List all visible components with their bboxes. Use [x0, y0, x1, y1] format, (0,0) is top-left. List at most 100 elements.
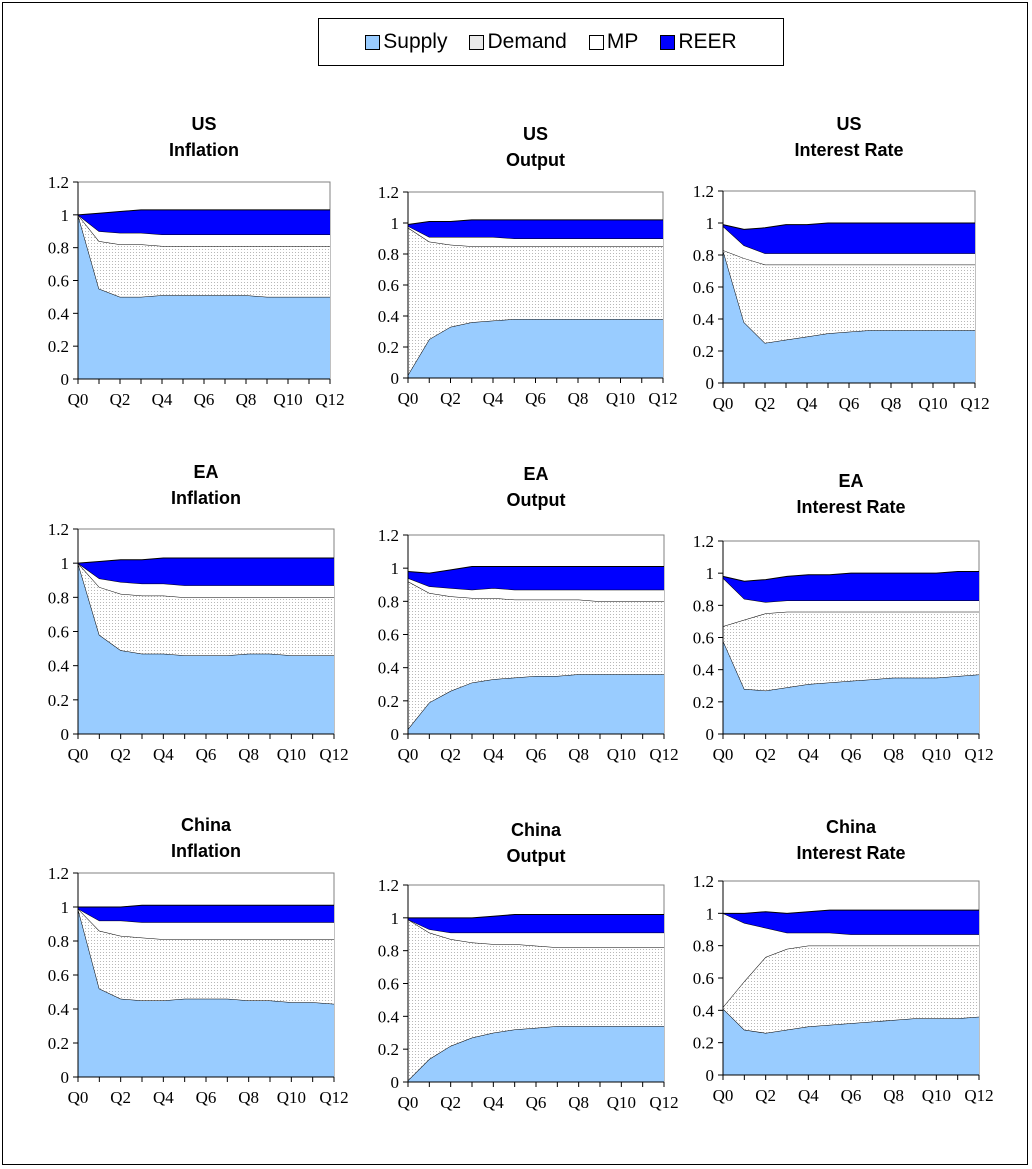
x-tick-label: Q8	[883, 745, 904, 764]
x-tick-label: Q6	[196, 745, 217, 764]
area-mp	[78, 563, 334, 598]
y-tick-label: 0	[61, 370, 70, 389]
area-edge-supply	[722, 1008, 980, 1034]
area-edge-reer	[407, 219, 663, 226]
y-tick-label: 0	[391, 369, 400, 388]
area-supply	[78, 563, 334, 734]
x-tick-label: Q0	[713, 1086, 734, 1105]
area-reer	[723, 223, 975, 254]
area-edge-demand	[722, 249, 975, 266]
chart-svg: 0 0.2 0.4 0.6 0.8 1 1.2 Q0 Q2 Q4 Q6 Q8 Q10 Q12	[48, 173, 345, 409]
area-edge-reer	[77, 557, 334, 564]
x-tick-label: Q12	[960, 394, 989, 413]
x-tick-label: Q6	[196, 1088, 217, 1107]
x-tick-label: Q2	[110, 1088, 131, 1107]
y-tick-label: 0.2	[693, 693, 714, 712]
area-edge-demand	[722, 611, 979, 627]
area-demand	[78, 214, 330, 297]
chart-title-line: Output	[506, 490, 566, 510]
area-reer	[723, 571, 979, 603]
x-tick-label: Q12	[649, 745, 678, 764]
y-tick-label: 0.2	[378, 1040, 399, 1059]
x-tick-label: Q4	[798, 1086, 819, 1105]
area-mp	[78, 214, 330, 247]
x-tick-label: Q0	[398, 1093, 419, 1112]
chart-svg: 0 0.2 0.4 0.6 0.8 1 1.2 Q0 Q2 Q4 Q6 Q8 Q10 Q12	[378, 876, 679, 1112]
chart-title: EA Output	[408, 461, 664, 513]
x-tick-label: Q12	[648, 389, 677, 408]
y-tick-label: 0	[706, 725, 715, 744]
area-supply	[78, 908, 334, 1077]
chart-title-line: China	[510, 820, 561, 840]
area-edge-reer	[78, 904, 334, 908]
y-tick-label: 0.4	[693, 1001, 715, 1020]
chart-title-line: EA	[523, 464, 549, 484]
x-tick-label: Q0	[398, 389, 419, 408]
area-reer	[78, 209, 330, 235]
x-tick-label: Q2	[755, 1086, 776, 1105]
area-supply	[408, 1026, 664, 1082]
x-tick-label: Q0	[68, 390, 89, 409]
chart-svg: 0 0.2 0.4 0.6 0.8 1 1.2 Q0 Q2 Q4 Q6 Q8 Q10 Q12	[48, 520, 349, 764]
y-tick-label: 0.8	[378, 245, 399, 264]
chart-svg: 0 0.2 0.4 0.6 0.8 1 1.2 Q0 Q2 Q4 Q6 Q8 Q10 Q12	[378, 526, 679, 764]
x-tick-label: Q0	[713, 745, 734, 764]
x-tick-label: Q6	[841, 745, 862, 764]
area-demand	[78, 563, 334, 656]
legend-label-mp: MP	[606, 30, 639, 53]
x-tick-label: Q6	[526, 1093, 547, 1112]
y-tick-label: 0	[706, 1066, 715, 1085]
area-edge-reer	[407, 566, 664, 574]
chart-title-line: EA	[838, 471, 864, 491]
legend-label-demand: Demand	[487, 30, 567, 53]
x-tick-label: Q8	[568, 1093, 589, 1112]
chart-svg: 0 0.2 0.4 0.6 0.8 1 1.2 Q0 Q2 Q4 Q6 Q8 Q10 Q12	[693, 182, 990, 413]
x-tick-label: Q6	[194, 390, 215, 409]
y-tick-label: 0.4	[378, 659, 400, 678]
x-tick-label: Q12	[319, 745, 348, 764]
chart-title-line: Inflation	[169, 140, 239, 160]
x-tick-label: Q10	[607, 1093, 636, 1112]
y-tick-label: 0.8	[48, 588, 69, 607]
y-tick-label: 1	[706, 564, 715, 583]
legend: Supply Demand MP REER	[318, 18, 784, 66]
area-demand	[78, 908, 334, 1004]
x-tick-label: Q2	[110, 390, 131, 409]
area-supply	[723, 1008, 979, 1075]
chart-title-line: China	[825, 817, 876, 837]
area-mp	[723, 226, 975, 265]
x-tick-label: Q4	[483, 389, 504, 408]
x-tick-label: Q4	[152, 390, 173, 409]
y-tick-label: 0.6	[48, 623, 69, 642]
chart-title-line: US	[191, 114, 217, 134]
chart-title-line: US	[522, 124, 548, 144]
area-mp	[78, 908, 334, 940]
x-tick-label: Q2	[755, 394, 776, 413]
x-tick-label: Q10	[273, 390, 302, 409]
y-tick-label: 0.8	[693, 596, 714, 615]
chart-title-line: US	[836, 114, 862, 134]
y-tick-label: 0.6	[378, 626, 399, 645]
x-tick-label: Q4	[798, 745, 819, 764]
x-tick-label: Q12	[649, 1093, 678, 1112]
y-tick-label: 0.8	[693, 246, 714, 265]
area-edge-reer	[722, 222, 975, 230]
y-tick-label: 0.4	[48, 304, 70, 323]
area-mp	[408, 919, 664, 948]
x-tick-label: Q10	[607, 745, 636, 764]
chart-svg: 0 0.2 0.4 0.6 0.8 1 1.2 Q0 Q2 Q4 Q6 Q8 Q10 Q12	[378, 183, 678, 408]
area-reer	[78, 905, 334, 923]
x-tick-label: Q0	[68, 1088, 89, 1107]
y-tick-label: 1.2	[48, 173, 69, 192]
chart-title-line: EA	[193, 462, 219, 482]
y-tick-label: 0.2	[693, 1034, 714, 1053]
y-tick-label: 0.2	[48, 337, 69, 356]
x-tick-label: Q4	[797, 394, 818, 413]
area-mp	[723, 913, 979, 1008]
chart-svg: 0 0.2 0.4 0.6 0.8 1 1.2 Q0 Q2 Q4 Q6 Q8 Q10 Q12	[48, 864, 349, 1107]
y-tick-label: 1.2	[378, 876, 399, 895]
y-tick-label: 1	[391, 909, 400, 928]
y-tick-label: 1	[61, 554, 70, 573]
y-tick-label: 0.6	[693, 629, 714, 648]
x-tick-label: Q2	[440, 745, 461, 764]
